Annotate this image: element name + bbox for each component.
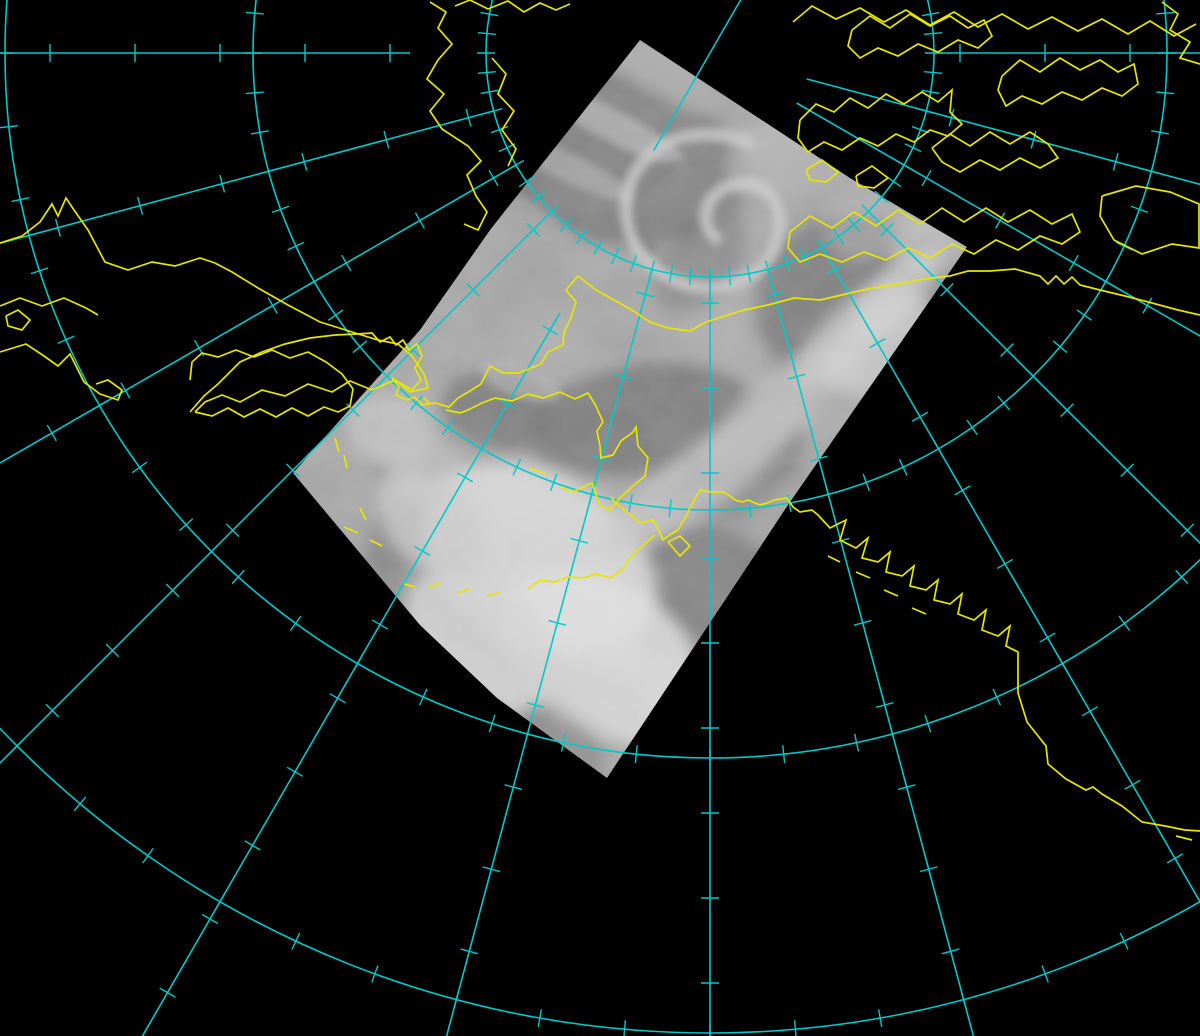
siberian-arctic-cluster-east — [491, 57, 517, 167]
se-island-dash-3 — [883, 589, 899, 597]
anadyr-gulf-south-shore — [189, 349, 354, 418]
meridian-75 — [767, 269, 975, 1036]
arctic-island-3 — [997, 56, 1139, 108]
arctic-archipelago-top-chain — [792, 4, 1197, 37]
meridian-165 — [0, 110, 494, 245]
chukotka-north-coast — [0, 196, 430, 413]
meridian-135 — [0, 210, 553, 765]
aleutian-dash-1 — [486, 591, 501, 597]
bering-strait-and-north-coast — [189, 268, 1200, 413]
st-lawrence-dash-2 — [343, 454, 348, 469]
alaska-peninsula — [527, 534, 656, 590]
seward-norton-yukon-coast — [445, 391, 649, 512]
bering-sea-dash — [529, 467, 547, 475]
st-lawrence-dash-3 — [359, 507, 367, 521]
devon-islet-2 — [855, 164, 890, 189]
aleutian-dash-4 — [403, 583, 416, 588]
arctic-island-2 — [847, 12, 994, 60]
kodiak-island — [667, 534, 692, 558]
meridian-120 — [652, 52, 711, 152]
diomede-islet — [423, 397, 431, 405]
left-islet — [5, 308, 32, 331]
st-lawrence-dash-1 — [334, 437, 340, 453]
banks-island — [1099, 185, 1200, 255]
meridian-300 — [709, 0, 742, 54]
meridian-60 — [821, 246, 1200, 904]
arctic-island-4 — [931, 130, 1060, 173]
se-island-dash-1 — [827, 555, 841, 563]
chukotka-south-piece — [0, 343, 124, 402]
meridian-105 — [445, 269, 653, 1036]
aleutian-dash-3 — [428, 582, 442, 588]
left-coast-bits — [0, 297, 99, 316]
st-matthew-dash — [343, 526, 359, 534]
arctic-island-band-mid — [787, 206, 1082, 264]
right-edge-spikes — [1161, 1, 1200, 65]
siberian-arctic-cluster — [425, 1, 488, 232]
se-island-dash-2 — [855, 571, 871, 579]
nunivak-dash — [369, 539, 383, 547]
top-edge-coast-west — [454, 0, 571, 14]
meridian-150 — [0, 164, 517, 464]
meridian-30 — [796, 102, 1200, 337]
arctic-island-1 — [797, 87, 964, 154]
meridian-45 — [867, 210, 1200, 545]
aleutian-dash-2 — [456, 588, 471, 594]
meridian-15 — [806, 78, 1200, 186]
bc-coast-dash — [1175, 835, 1193, 841]
devon-islet-1 — [805, 158, 840, 183]
se-island-dash-4 — [911, 607, 927, 615]
coastline-layer — [0, 0, 1200, 841]
alaska-south-coast-archipelago-bc — [610, 489, 1200, 832]
